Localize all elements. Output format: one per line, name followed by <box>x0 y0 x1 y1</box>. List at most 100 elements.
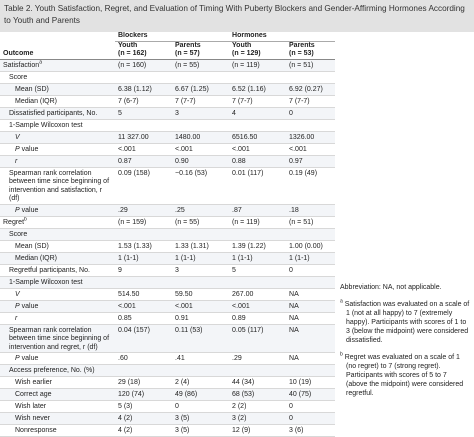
value-cell: 0.91 <box>172 312 230 325</box>
row-label: P value <box>15 355 39 362</box>
table-row: r 0.85 0.91 0.89 NA <box>0 312 336 325</box>
row-label: Satisfaction <box>3 61 40 69</box>
row-label: Nonresponse <box>15 427 57 434</box>
value-cell: (n = 160) <box>115 59 172 72</box>
value-cell <box>172 276 230 289</box>
row-label-cell: 1-Sample Wilcoxon test <box>0 119 115 132</box>
value-cell: <.001 <box>115 300 172 313</box>
value-cell: .41 <box>172 352 230 365</box>
value-cell <box>229 119 287 132</box>
value-cell: 7 (7-7) <box>286 95 336 108</box>
row-label-cell: Wish later <box>0 400 115 413</box>
value-cell: .60 <box>115 352 172 365</box>
value-cell: −0.16 (53) <box>172 167 230 205</box>
value-cell: 7 (7-7) <box>172 95 230 108</box>
value-cell: <.001 <box>172 300 230 313</box>
value-cell: 0.85 <box>115 312 172 325</box>
value-cell: 1 (1-1) <box>229 252 287 265</box>
value-cell <box>286 364 336 377</box>
value-cell: 0.04 (157) <box>115 324 172 353</box>
value-cell <box>286 276 336 289</box>
value-cell: 6.67 (1.25) <box>172 83 230 96</box>
value-cell: 0 <box>286 412 336 425</box>
value-cell: 3 (5) <box>172 412 230 425</box>
value-cell: 1480.00 <box>172 131 230 144</box>
value-cell <box>229 276 287 289</box>
outcome-header: Outcome <box>0 50 115 60</box>
value-cell: (n = 51) <box>286 216 336 229</box>
table-row: Dissatisfied participants, No. 5 3 4 0 <box>0 107 336 120</box>
value-cell: 1.00 (0.00) <box>286 240 336 253</box>
row-label-cell: Score <box>0 71 115 84</box>
row-label-cell: Wish earlier <box>0 376 115 389</box>
column-header: Parents <box>175 41 201 49</box>
value-cell: 6.92 (0.27) <box>286 83 336 96</box>
value-cell: 59.50 <box>172 288 230 301</box>
value-cell: 0.97 <box>286 155 336 168</box>
table-row: r 0.87 0.90 0.88 0.97 <box>0 155 336 168</box>
value-cell <box>115 71 172 84</box>
value-cell: 0.89 <box>229 312 287 325</box>
value-cell: 2 (4) <box>172 376 230 389</box>
row-label: Median (IQR) <box>15 254 58 262</box>
value-cell: (n = 119) <box>229 59 287 72</box>
row-label: P value <box>15 206 39 214</box>
value-cell <box>115 276 172 289</box>
table-row: Wish later 5 (3) 0 2 (2) 0 <box>0 400 336 413</box>
row-label: 1-Sample Wilcoxon test <box>9 121 83 129</box>
table-row: P value <.001 <.001 <.001 <.001 <box>0 143 336 156</box>
row-label-cell: P value <box>0 300 115 313</box>
row-label: Mean (SD) <box>15 85 49 93</box>
value-cell: 5 (3) <box>115 400 172 413</box>
value-cell: 1326.00 <box>286 131 336 144</box>
row-label: Access preference, No. (%) <box>9 367 95 374</box>
row-label: Regretful participants, No. <box>9 266 90 274</box>
column-header: Youth <box>232 41 252 49</box>
value-cell: 0.11 (53) <box>172 324 230 353</box>
column-n: (n = 129) <box>229 50 287 60</box>
row-label-cell: Satisfactiona <box>0 59 115 72</box>
value-cell: 267.00 <box>229 288 287 301</box>
table-row: Regretful participants, No. 9 3 5 0 <box>0 264 336 277</box>
row-label: Regret <box>3 218 25 226</box>
value-cell: 0 <box>286 400 336 413</box>
value-cell: 9 <box>115 264 172 277</box>
table-row: Access preference, No. (%) <box>0 364 336 377</box>
abbreviation-note: Abbreviation: NA, not applicable. <box>340 284 442 291</box>
value-cell: 6516.50 <box>229 131 287 144</box>
value-cell: (n = 119) <box>229 216 287 229</box>
row-label-cell: P value <box>0 352 115 365</box>
column-n: (n = 162) <box>115 50 172 60</box>
row-label: Score <box>9 230 28 238</box>
row-label-cell: Wish never <box>0 412 115 425</box>
value-cell: 6.38 (1.12) <box>115 83 172 96</box>
value-cell: NA <box>286 352 336 365</box>
row-label: Median (IQR) <box>15 97 58 105</box>
row-label: P value <box>15 302 39 310</box>
row-label-cell: Regretb <box>0 216 115 229</box>
value-cell: .29 <box>115 204 172 217</box>
row-label-cell: r <box>0 312 115 325</box>
value-cell: (n = 55) <box>172 59 230 72</box>
value-cell: 7 (7-7) <box>229 95 287 108</box>
row-label: Wish never <box>15 415 51 422</box>
header-row: Blockers Hormones <box>0 32 336 42</box>
row-label-cell: V <box>0 288 115 301</box>
table-row: Wish earlier 29 (18) 2 (4) 44 (34) 10 (19) <box>0 376 336 389</box>
row-label-cell: Score <box>0 228 115 241</box>
value-cell: .25 <box>172 204 230 217</box>
value-cell: <.001 <box>172 143 230 156</box>
value-cell: 3 (2) <box>229 412 287 425</box>
row-label: Correct age <box>15 391 52 398</box>
value-cell: 0.19 (49) <box>286 167 336 205</box>
value-cell: .18 <box>286 204 336 217</box>
value-cell: 0.01 (117) <box>229 167 287 205</box>
value-cell: 6.52 (1.16) <box>229 83 287 96</box>
row-label-cell: Correct age <box>0 388 115 401</box>
row-label-cell: P value <box>0 204 115 217</box>
value-cell: 0.88 <box>229 155 287 168</box>
row-label-cell: P value <box>0 143 115 156</box>
value-cell: 40 (75) <box>286 388 336 401</box>
row-label-cell: Dissatisfied participants, No. <box>0 107 115 120</box>
